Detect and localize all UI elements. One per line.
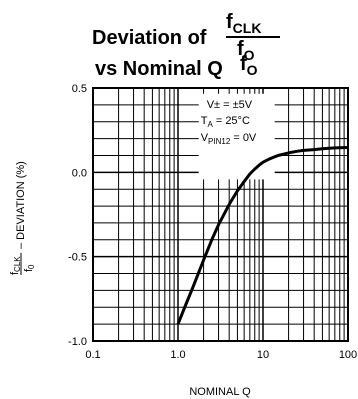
series-line: [176, 146, 349, 325]
y-tick-label: 0.0: [72, 167, 87, 179]
title-line2: vs Nominal Q: [95, 58, 223, 80]
title-tail: fO: [240, 53, 258, 78]
y-tick-label: -0.5: [68, 252, 87, 264]
title-frac-num: fCLK: [226, 11, 261, 36]
x-tick-label: 10: [257, 349, 269, 361]
y-tick-label: 0.5: [72, 83, 87, 95]
title-frac-den: fO: [237, 38, 255, 63]
chart-title: Deviation of fCLK fO vs Nominal Q fO: [92, 11, 280, 80]
conditions-annotation: V± = ±5V TA = 25°C VPIN12 = 0V: [198, 93, 275, 180]
y-tick-labels: 0.5 0.0 -0.5 -1.0: [68, 83, 87, 348]
ylabel-text: – DEVIATION (%): [15, 161, 27, 249]
ylabel-frac-den: f0: [23, 264, 36, 272]
y-axis-label: fCLK f0 – DEVIATION (%): [9, 161, 36, 275]
x-tick-label: 100: [339, 349, 357, 361]
x-tick-labels: 0.1 1.0 10 100: [85, 349, 357, 361]
y-tick-label: -1.0: [68, 336, 87, 348]
annotation-temp: TA = 25°C: [201, 115, 250, 129]
x-axis-label: NOMINAL Q: [189, 386, 251, 398]
x-tick-label: 0.1: [85, 349, 100, 361]
title-line1: Deviation of: [92, 27, 207, 49]
plot-frame: [92, 87, 349, 342]
annotation-supply: V± = ±5V: [207, 99, 253, 111]
x-tick-label: 1.0: [170, 349, 185, 361]
annotation-background: [198, 93, 275, 180]
annotation-pin12: VPIN12 = 0V: [201, 132, 257, 146]
ylabel-frac-num: fCLK: [9, 256, 22, 275]
